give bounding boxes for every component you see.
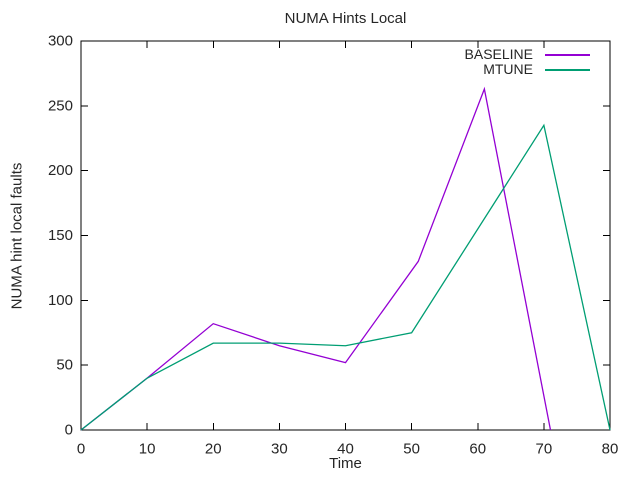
legend-item-baseline: BASELINE <box>465 47 590 62</box>
series-line-mtune <box>80 123 611 431</box>
legend-item-mtune: MTUNE <box>483 62 590 77</box>
x-tick-label: 70 <box>536 440 553 457</box>
legend-line-sample-mtune <box>545 68 590 71</box>
x-axis-label: Time <box>329 455 362 472</box>
y-tick-label: 150 <box>48 227 73 244</box>
y-tick-label: 100 <box>48 292 73 309</box>
y-axis-label: NUMA hint local faults <box>8 162 26 310</box>
x-tick-label: 60 <box>469 440 486 457</box>
legend-line-sample-baseline <box>545 53 590 56</box>
series-line-baseline <box>80 86 552 431</box>
y-tick-label: 250 <box>48 97 73 114</box>
x-tick-label: 50 <box>403 440 420 457</box>
x-tick-label: 80 <box>602 440 619 457</box>
x-tick-label: 10 <box>139 440 156 457</box>
y-tick-label: 300 <box>48 33 73 50</box>
legend-label-baseline: BASELINE <box>464 46 533 62</box>
y-tick-label: 0 <box>65 422 73 439</box>
y-tick-label: 200 <box>48 162 73 179</box>
x-tick-label: 40 <box>337 440 354 457</box>
legend: BASELINE MTUNE <box>465 47 590 77</box>
legend-label-mtune: MTUNE <box>483 61 533 77</box>
chart-title: NUMA Hints Local <box>284 10 407 27</box>
x-tick-label: 30 <box>271 440 288 457</box>
x-tick-label: 0 <box>77 440 85 457</box>
y-tick-label: 50 <box>56 357 73 374</box>
x-tick-label: 20 <box>205 440 222 457</box>
